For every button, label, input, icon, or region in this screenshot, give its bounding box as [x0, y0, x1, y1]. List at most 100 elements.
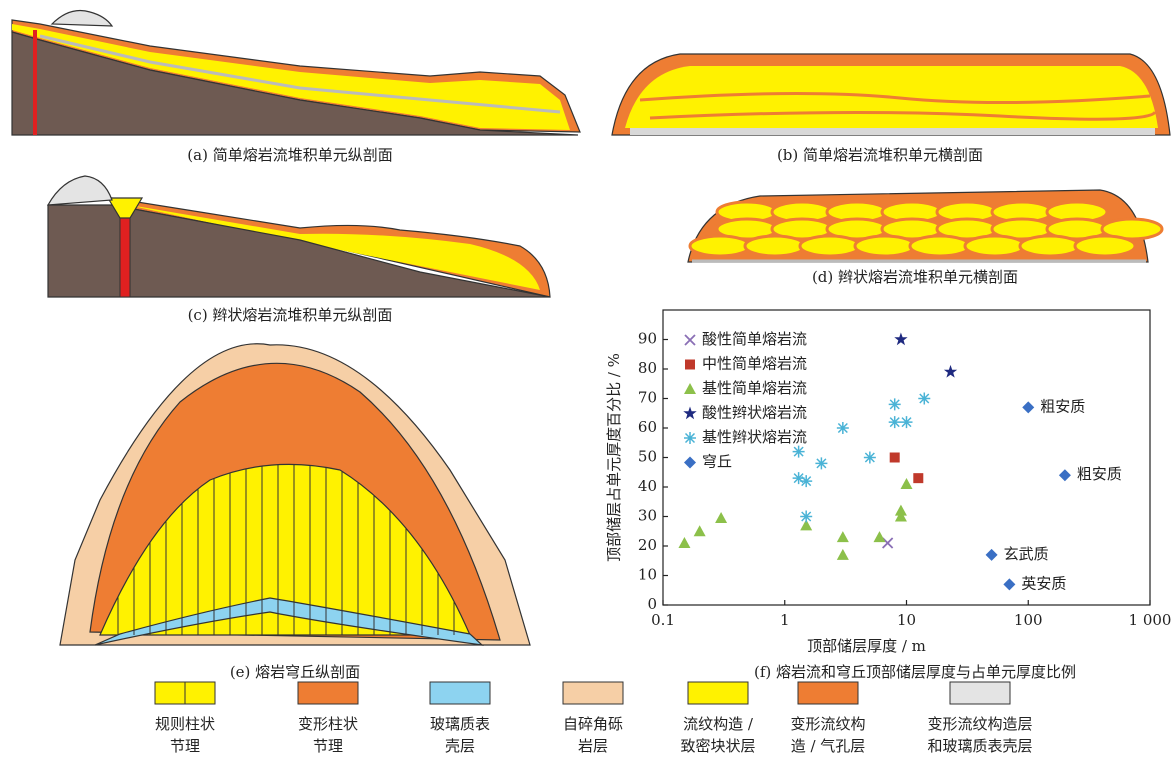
lobe: [910, 236, 970, 256]
legend-marker: [685, 360, 695, 370]
legend-label: 变形柱状: [298, 715, 358, 733]
point: [944, 365, 957, 378]
legend-label: 规则柱状: [155, 715, 215, 733]
legend-label: 节理: [313, 737, 343, 755]
legend-label: 造 / 气孔层: [791, 737, 866, 755]
y-axis-title: 顶部储层占单元厚度百分比 / %: [605, 353, 623, 562]
legend-marker: [684, 457, 696, 469]
point-label: 玄武质: [1004, 545, 1049, 563]
point: [901, 478, 913, 489]
diagram-b: [612, 54, 1170, 135]
cone: [48, 176, 112, 205]
legend-label: 中性简单熔岩流: [702, 355, 807, 373]
legend-swatch: [950, 682, 1010, 704]
legend-marker: [685, 335, 695, 345]
point-label: 英安质: [1021, 574, 1066, 592]
x-tick-label: 1: [780, 611, 790, 629]
y-tick-label: 70: [638, 389, 657, 407]
diagram-e: [60, 344, 530, 645]
lobe: [745, 236, 805, 256]
point-label: 粗安质: [1040, 397, 1085, 415]
lobe: [1075, 236, 1135, 256]
lobe: [855, 236, 915, 256]
y-tick-label: 90: [638, 330, 657, 348]
legend-label: 酸性辫状熔岩流: [702, 404, 807, 422]
legend-label: 玻璃质表: [430, 715, 490, 733]
lobe: [800, 236, 860, 256]
point: [913, 473, 923, 483]
legend-swatch: [563, 682, 623, 704]
legend-label: 岩层: [578, 737, 608, 755]
cone: [52, 11, 112, 27]
glass-layer: [630, 128, 1155, 135]
y-tick-label: 50: [638, 448, 657, 466]
legend-swatch: [688, 682, 748, 704]
point: [678, 537, 690, 548]
point: [694, 525, 706, 536]
legend-label: 基性辫状熔岩流: [702, 428, 807, 446]
point: [800, 475, 812, 487]
y-tick-label: 40: [638, 477, 657, 495]
y-tick-label: 20: [638, 536, 657, 554]
caption: (c) 辫状熔岩流堆积单元纵剖面: [188, 306, 393, 324]
legend-label: 壳层: [445, 737, 475, 755]
page: 01020304050607080900.11101001 000顶部储层厚度 …: [0, 0, 1174, 773]
point: [793, 446, 805, 458]
point: [918, 393, 930, 405]
point: [889, 398, 901, 410]
legend-label: 基性简单熔岩流: [702, 379, 807, 397]
x-tick-label: 100: [1014, 611, 1043, 629]
point: [837, 549, 849, 560]
x-axis-title: 顶部储层厚度 / m: [807, 637, 926, 655]
point: [815, 457, 827, 469]
x-tick-label: 10: [897, 611, 916, 629]
point: [889, 416, 901, 428]
point: [837, 531, 849, 542]
legend-label: 酸性简单熔岩流: [702, 330, 807, 348]
point: [1003, 578, 1015, 590]
point: [986, 549, 998, 561]
legend-swatch: [798, 682, 858, 704]
y-tick-label: 30: [638, 507, 657, 525]
legend-label: 变形流纹构造层: [927, 715, 1032, 733]
legend-label: 自碎角砾: [563, 715, 623, 733]
conduit: [120, 205, 130, 297]
point: [895, 505, 907, 516]
lobe: [965, 236, 1025, 256]
point: [837, 422, 849, 434]
y-tick-label: 10: [638, 566, 657, 584]
point: [901, 416, 913, 428]
point: [1059, 469, 1071, 481]
legend-label: 致密块状层: [680, 737, 755, 755]
point: [873, 531, 885, 542]
legend-swatch: [298, 682, 358, 704]
caption: (f) 熔岩流和穹丘顶部储层厚度与占单元厚度比例: [754, 663, 1076, 681]
caption: (a) 简单熔岩流堆积单元纵剖面: [187, 146, 392, 164]
point: [800, 511, 812, 523]
legend-label: 节理: [170, 737, 200, 755]
legend-marker: [684, 432, 696, 444]
legend-label: 变形流纹构: [790, 715, 865, 733]
legend-swatch: [430, 682, 490, 704]
point: [883, 538, 893, 548]
caption: (b) 简单熔岩流堆积单元横剖面: [777, 146, 983, 164]
legend-label: 和玻璃质表壳层: [927, 737, 1032, 755]
diagram-c: [48, 176, 550, 297]
legend-label: 流纹构造 /: [683, 715, 754, 733]
point: [1022, 401, 1034, 413]
legend-label: 穹丘: [702, 453, 732, 471]
caption: (d) 辫状熔岩流堆积单元横剖面: [812, 268, 1018, 286]
caption: (e) 熔岩穹丘纵剖面: [230, 663, 360, 681]
diagram-a: [12, 11, 580, 136]
point: [890, 453, 900, 463]
x-tick-label: 0.1: [651, 611, 675, 629]
lobe: [1020, 236, 1080, 256]
legend-marker: [683, 407, 696, 420]
point-label: 粗安质: [1077, 465, 1122, 483]
y-tick-label: 60: [638, 418, 657, 436]
y-tick-label: 80: [638, 359, 657, 377]
point: [715, 512, 727, 523]
figure: 01020304050607080900.11101001 000顶部储层厚度 …: [0, 0, 1174, 769]
